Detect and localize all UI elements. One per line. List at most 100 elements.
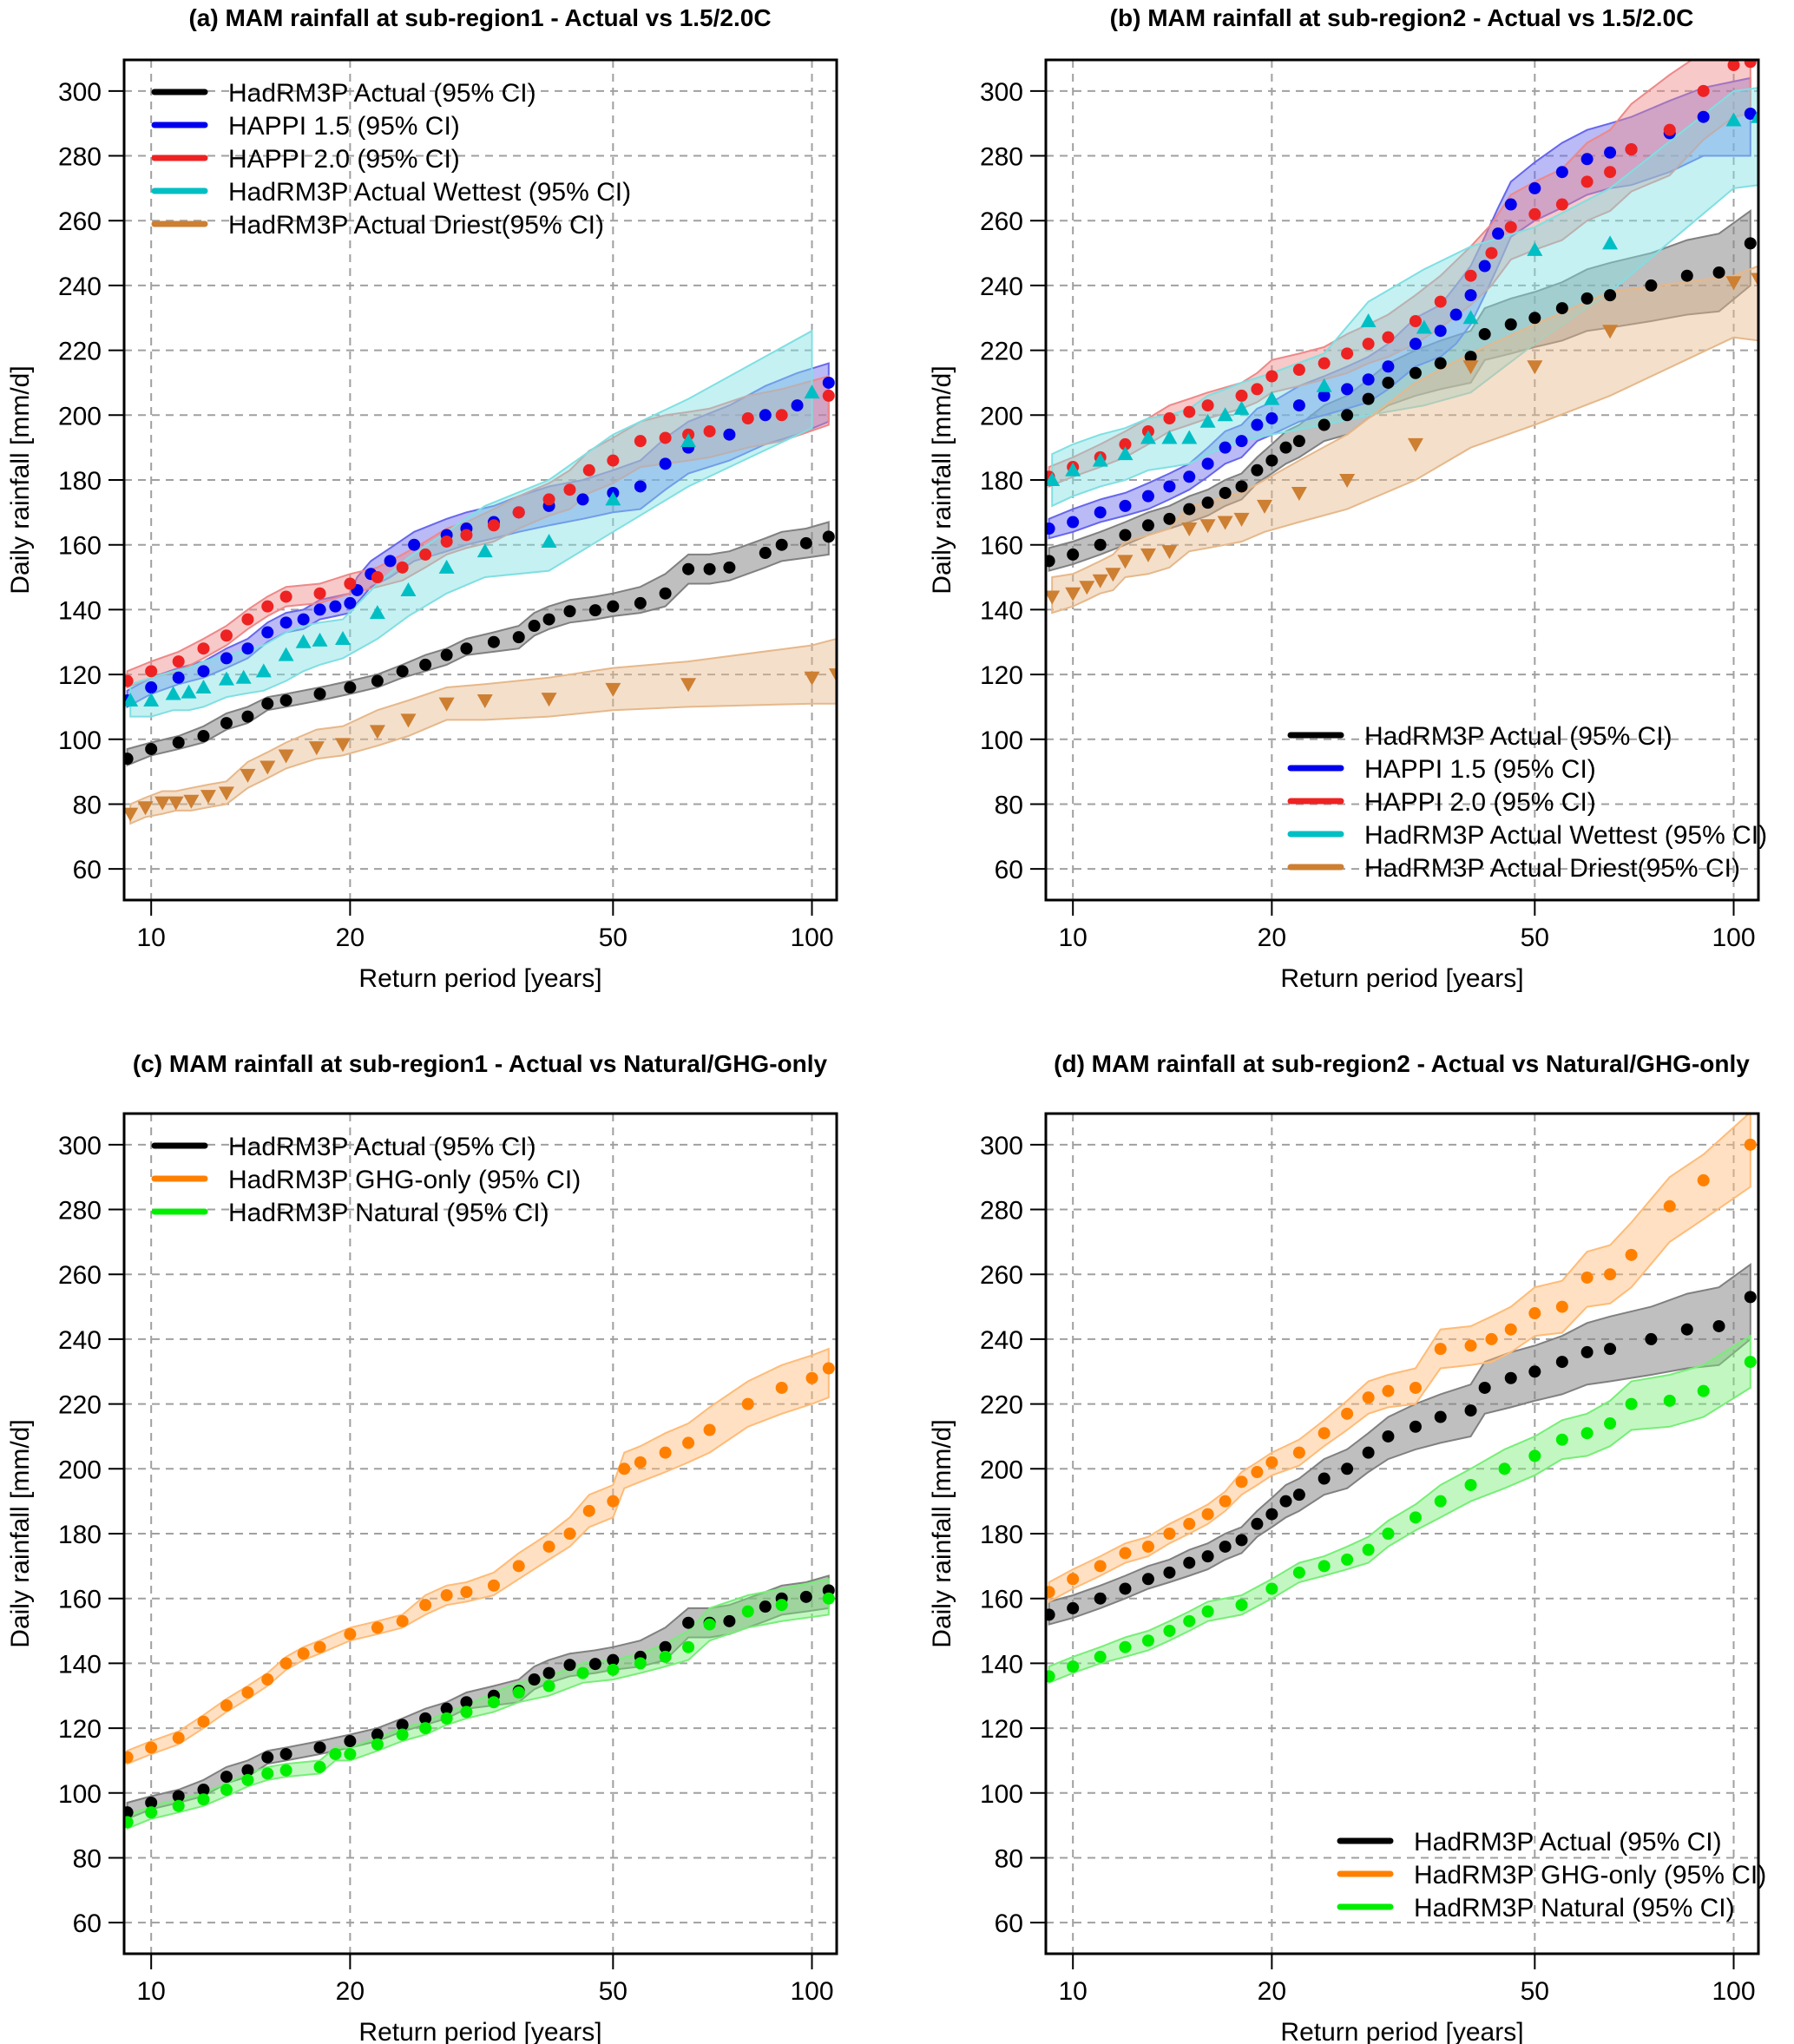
data-point-actual <box>124 753 134 766</box>
data-point-driest <box>260 760 276 775</box>
data-point-natural <box>1528 1449 1541 1462</box>
data-point-happi20 <box>1555 198 1568 211</box>
data-point-happi20 <box>261 600 274 613</box>
data-point-actual <box>775 538 788 551</box>
data-point-happi15 <box>1318 389 1331 402</box>
data-point-natural <box>1663 1394 1676 1407</box>
data-point-ghg <box>1094 1560 1107 1573</box>
grid <box>1046 1114 1758 1954</box>
data-point-ghg <box>1625 1248 1638 1261</box>
data-point-wettest <box>1416 319 1432 334</box>
data-point-actual <box>1318 418 1331 431</box>
data-point-natural <box>775 1599 788 1612</box>
data-point-happi15 <box>1744 107 1757 120</box>
data-point-actual <box>588 1658 601 1671</box>
data-point-actual <box>682 1616 695 1629</box>
data-point-driest <box>1407 437 1423 452</box>
panel-a: (a) MAM rainfall at sub-region1 - Actual… <box>6 4 838 993</box>
data-point-ghg <box>682 1436 695 1449</box>
data-point-ghg <box>1219 1495 1232 1508</box>
x-tick-label: 20 <box>1258 923 1286 952</box>
data-point-natural <box>1292 1566 1305 1579</box>
data-point-ghg <box>1201 1508 1214 1521</box>
data-point-happi20 <box>1485 246 1498 260</box>
data-point-wettest <box>181 684 197 699</box>
data-point-ghg <box>741 1397 754 1410</box>
data-point-actual <box>528 620 541 633</box>
data-point-actual <box>542 613 555 626</box>
x-tick-label: 100 <box>1712 1977 1755 2006</box>
y-tick-label: 100 <box>58 1780 102 1809</box>
data-point-actual <box>1382 376 1395 389</box>
data-point-ghg <box>1183 1517 1196 1530</box>
data-point-happi20 <box>607 454 620 467</box>
data-point-happi20 <box>1528 207 1541 220</box>
data-point-driest <box>369 725 385 739</box>
data-point-driest <box>218 786 234 801</box>
y-tick-label: 300 <box>58 1132 102 1160</box>
data-point-wettest <box>804 384 820 399</box>
data-point-wettest <box>1264 391 1280 405</box>
data-point-wettest <box>195 680 212 694</box>
data-point-actual <box>261 697 274 710</box>
data-point-natural <box>1141 1634 1154 1647</box>
legend-label: HadRM3P Natural (95% CI) <box>1414 1894 1735 1922</box>
panel-title: (b) MAM rainfall at sub-region2 - Actual… <box>1110 4 1694 31</box>
data-point-happi15 <box>822 376 835 389</box>
data-point-happi20 <box>1235 389 1248 402</box>
y-tick-label: 100 <box>58 726 102 755</box>
data-point-natural <box>1625 1397 1638 1410</box>
data-point-happi20 <box>124 674 134 687</box>
data-point-actual <box>1604 1343 1617 1356</box>
data-point-actual <box>1555 1356 1568 1369</box>
data-point-actual <box>460 642 473 655</box>
data-point-actual <box>197 730 210 743</box>
ci-band-ghg <box>1048 1114 1751 1604</box>
data-point-happi15 <box>1251 418 1264 431</box>
data-point-happi15 <box>1046 523 1055 536</box>
y-tick-label: 140 <box>58 1650 102 1679</box>
data-point-wettest <box>295 634 312 648</box>
data-point-ghg <box>241 1686 254 1699</box>
data-point-happi15 <box>1449 308 1462 321</box>
data-point-actual <box>1046 555 1055 568</box>
data-point-driest <box>1725 276 1742 291</box>
data-point-happi20 <box>241 613 254 626</box>
data-point-ghg <box>1235 1475 1248 1489</box>
data-point-natural <box>1409 1511 1422 1524</box>
data-point-ghg <box>396 1614 409 1627</box>
data-point-happi15 <box>1341 383 1354 396</box>
data-point-driest <box>605 682 621 697</box>
y-tick-label: 180 <box>980 1521 1023 1549</box>
data-point-actual <box>799 1590 812 1603</box>
data-point-natural <box>542 1679 555 1692</box>
data-point-natural <box>487 1696 500 1709</box>
x-tick-label: 10 <box>1058 1977 1087 2006</box>
legend: HadRM3P Actual (95% CI) HadRM3P GHG-only … <box>151 1133 581 1227</box>
data-point-actual <box>371 674 384 687</box>
data-point-happi15 <box>1163 480 1176 493</box>
y-axis-label: Daily rainfall [mm/d] <box>6 365 35 594</box>
data-point-natural <box>220 1784 233 1797</box>
data-point-natural <box>419 1722 432 1735</box>
data-point-natural <box>1163 1625 1176 1638</box>
data-point-natural <box>261 1767 274 1780</box>
x-tick-label: 50 <box>599 1977 628 2006</box>
data-point-ghg <box>542 1540 555 1553</box>
x-tick-label: 20 <box>336 923 365 952</box>
data-point-driest <box>1217 516 1233 530</box>
x-tick-label: 10 <box>136 1977 165 2006</box>
y-tick-label: 160 <box>58 1586 102 1614</box>
data-point-driest <box>308 741 325 756</box>
panel-title: (d) MAM rainfall at sub-region2 - Actual… <box>1054 1050 1750 1077</box>
data-point-wettest <box>1181 430 1198 444</box>
ci-band-driest <box>129 637 837 825</box>
data-point-wettest <box>1065 462 1081 476</box>
data-point-happi15 <box>384 555 397 568</box>
data-point-actual <box>799 536 812 549</box>
grid <box>1046 60 1758 900</box>
data-point-happi15 <box>1265 412 1278 425</box>
data-point-ghg <box>822 1362 835 1375</box>
data-point-happi15 <box>1219 441 1232 454</box>
data-point-driest <box>541 693 557 707</box>
